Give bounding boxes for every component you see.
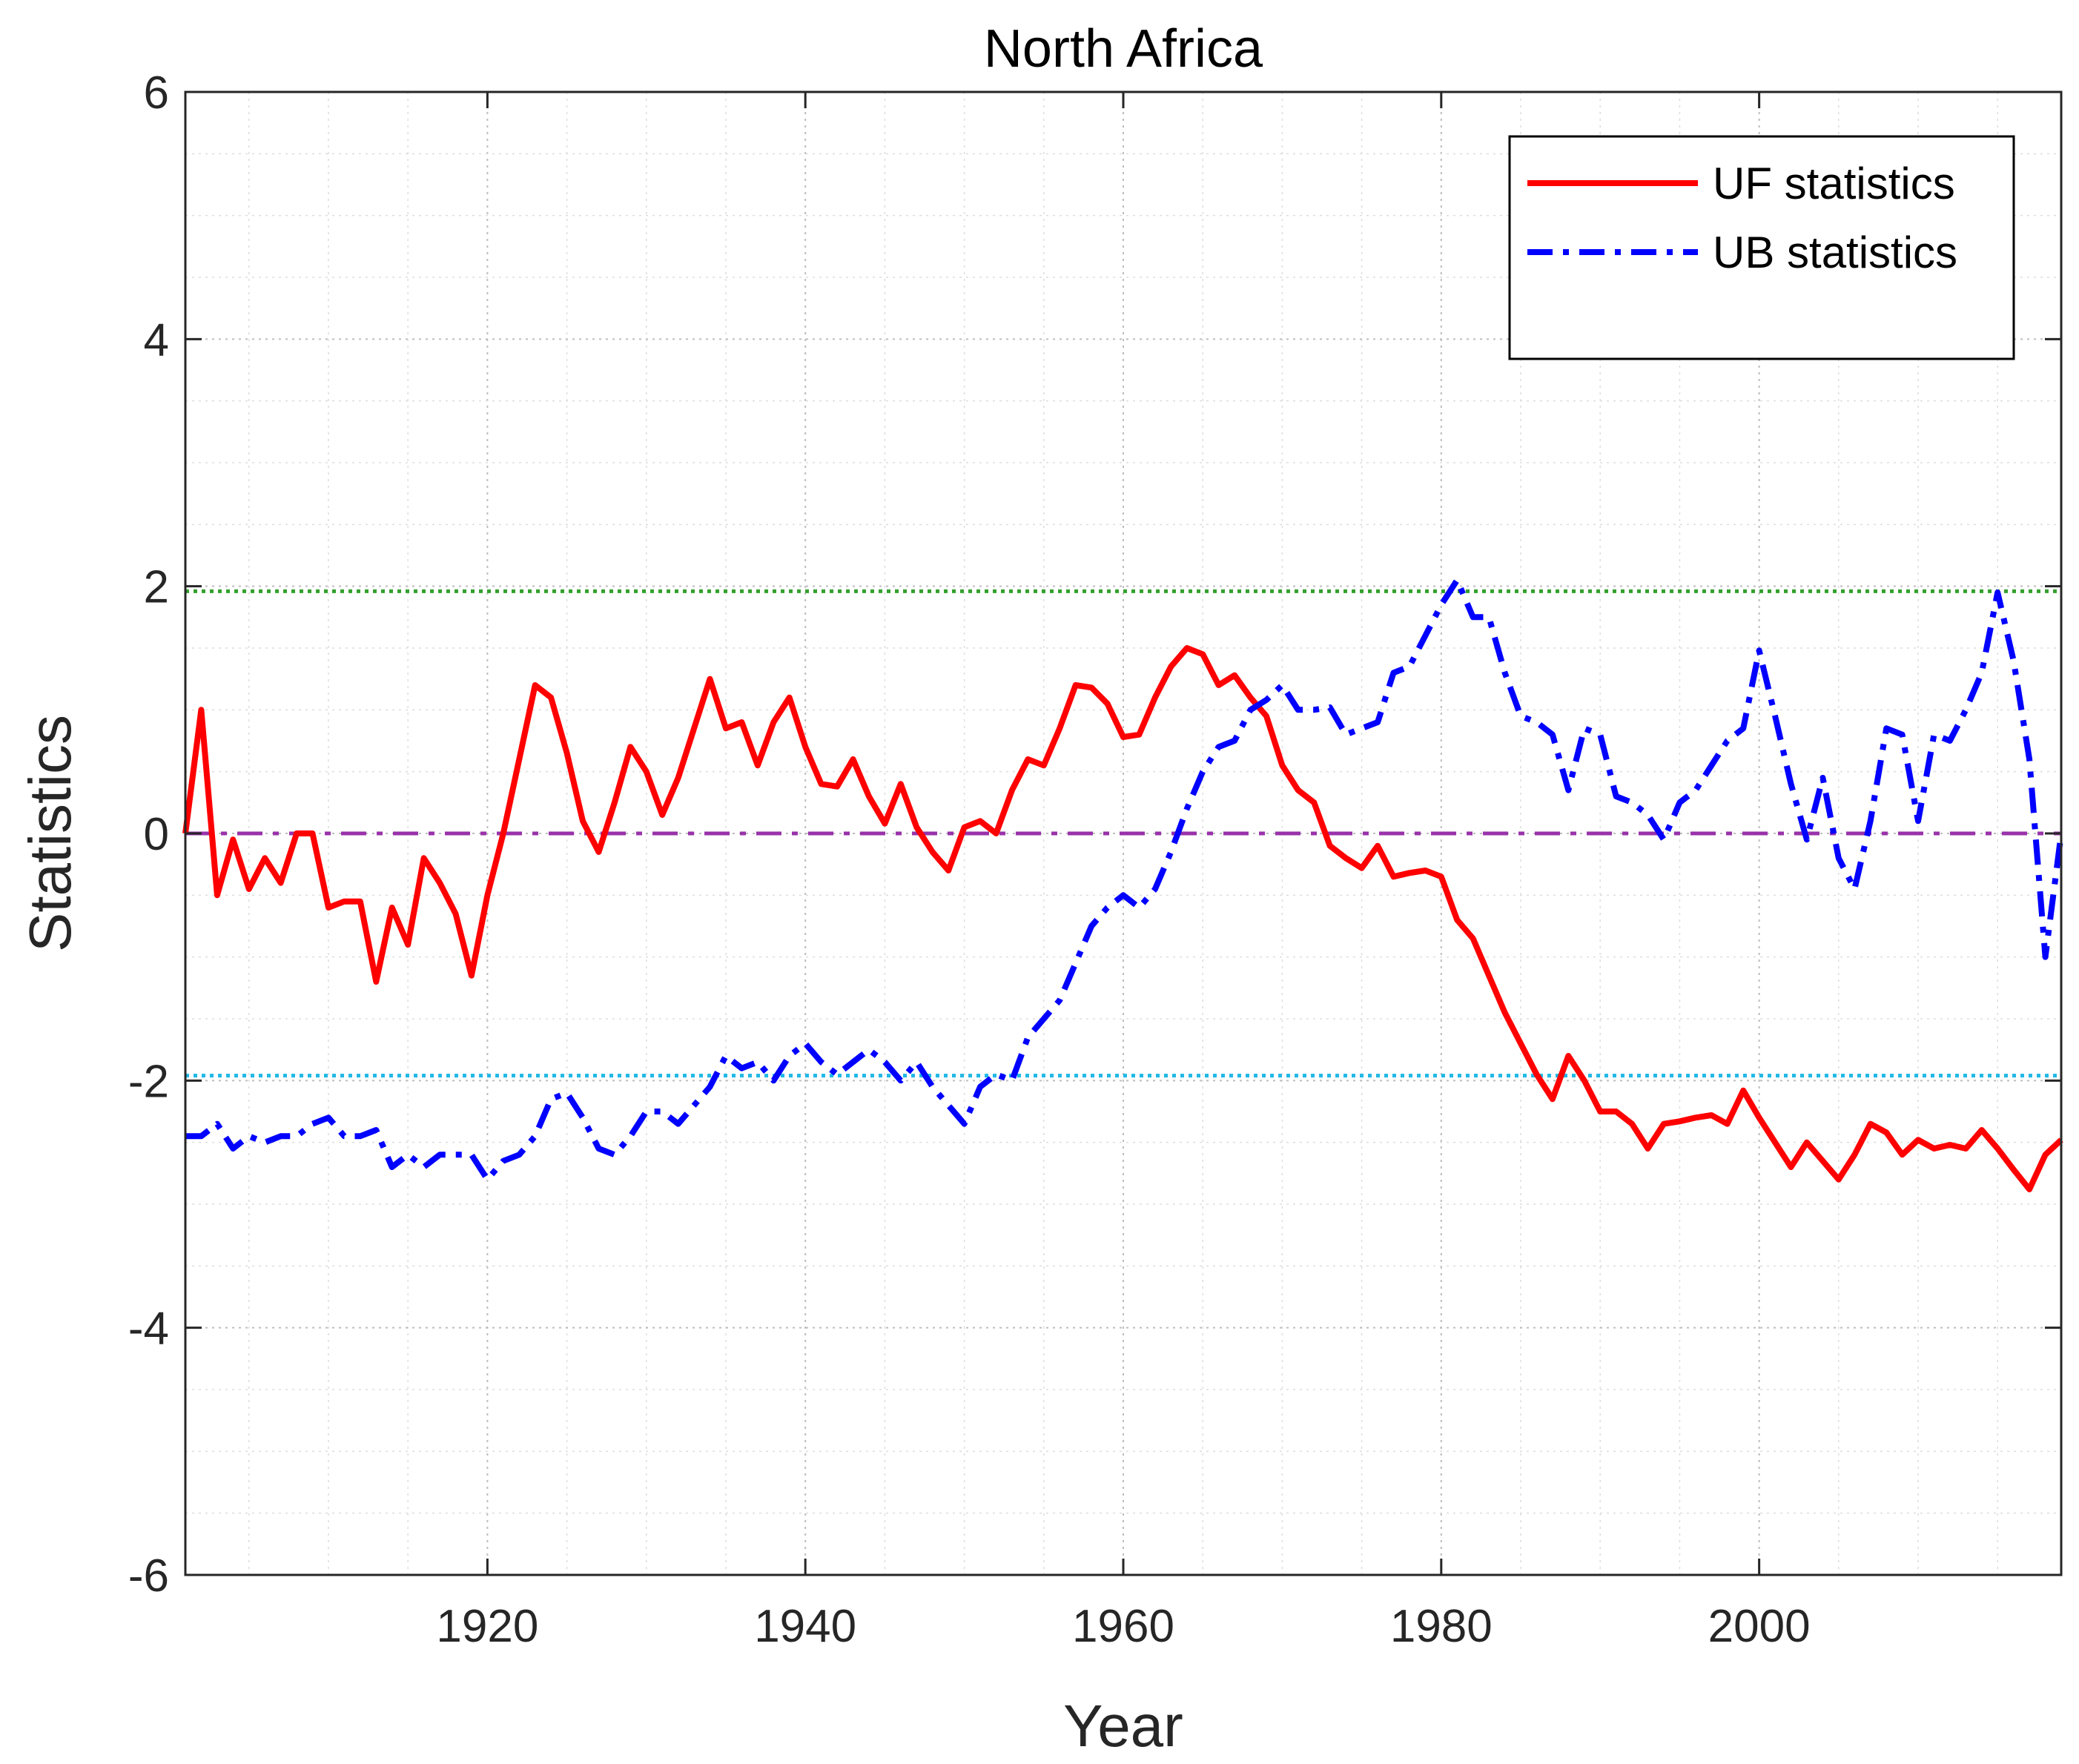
axis-ticks: 1920 1940 1960 1980 2000 -6 -4 -2 0 2 4 6 — [128, 67, 2061, 1652]
y-tick-label: -6 — [128, 1550, 169, 1602]
x-tick-label: 1980 — [1390, 1601, 1493, 1652]
y-tick-label: 6 — [144, 67, 169, 119]
y-tick-label: 0 — [144, 809, 169, 860]
reference-lines — [185, 589, 2061, 1078]
legend-box — [1508, 135, 2015, 360]
chart-title: North Africa — [984, 19, 1263, 79]
legend-label-ub: UB statistics — [1713, 228, 1957, 277]
legend-label-uf: UF statistics — [1713, 159, 1955, 208]
series-ub-statistics — [185, 577, 2064, 1183]
x-tick-label: 1920 — [436, 1601, 538, 1652]
y-tick-label: -4 — [128, 1304, 169, 1355]
y-tick-label: -2 — [128, 1056, 169, 1107]
x-axis-title: Year — [1063, 1693, 1183, 1759]
x-tick-label: 2000 — [1708, 1601, 1811, 1652]
y-axis-title: Statistics — [17, 715, 83, 952]
data-series — [182, 577, 2064, 1192]
legend: UF statistics UB statistics — [1508, 135, 2015, 360]
y-tick-label: 4 — [144, 314, 169, 366]
x-tick-label: 1940 — [754, 1601, 856, 1652]
y-tick-label: 2 — [144, 562, 169, 613]
series-uf-statistics — [182, 645, 2063, 1192]
x-tick-label: 1960 — [1072, 1601, 1174, 1652]
